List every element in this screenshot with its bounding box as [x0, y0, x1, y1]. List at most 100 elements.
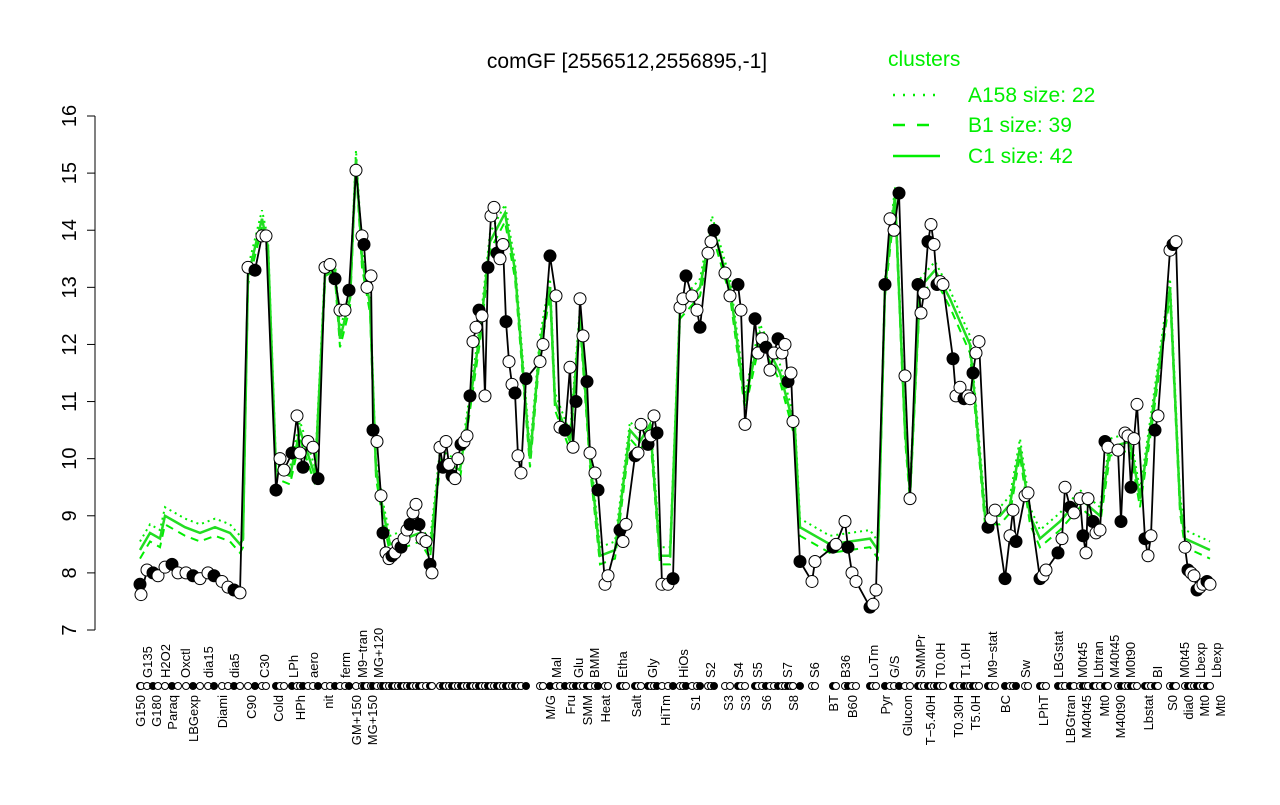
axis-rug-point: [280, 682, 288, 690]
x-tick-label-bottom: LBGexp: [186, 695, 201, 742]
x-tick-label-bottom: Mt0: [1197, 695, 1212, 717]
data-point: [357, 238, 371, 251]
data-point: [1079, 546, 1093, 560]
axis-rug-point: [262, 682, 270, 690]
y-tick-label: 12: [59, 333, 81, 355]
data-point: [533, 355, 547, 369]
data-point: [731, 277, 745, 291]
x-tick-label-top: HiOs: [676, 649, 691, 678]
data-point: [838, 514, 852, 528]
data-point: [619, 517, 633, 531]
x-tick-label-top: Lbexp: [1209, 643, 1224, 678]
y-tick-label: 10: [59, 448, 81, 470]
data-point: [786, 415, 800, 429]
x-tick-label-top: Gly: [645, 658, 660, 678]
data-point: [460, 429, 474, 443]
data-point: [616, 534, 630, 548]
data-point: [248, 263, 262, 277]
x-tick-label-bottom: S0: [1165, 695, 1180, 711]
data-point: [693, 320, 707, 334]
data-point: [1169, 235, 1183, 249]
x-tick-label-top: S4: [731, 662, 746, 678]
x-tick-label-bottom: Lbstat: [1141, 695, 1156, 731]
data-point: [917, 286, 931, 300]
x-tick-label-bottom: HiTm: [658, 695, 673, 726]
axis-rug-point: [637, 682, 645, 690]
data-point: [475, 309, 489, 323]
data-point: [591, 483, 605, 497]
x-tick-label-top: C30: [257, 654, 272, 678]
x-tick-label-bottom: BC: [998, 695, 1013, 713]
data-point: [601, 569, 615, 583]
x-tick-label-top: Lbexp: [1193, 643, 1208, 678]
data-point: [647, 409, 661, 423]
series-group: [133, 163, 1217, 690]
y-tick-label: 14: [59, 219, 81, 241]
y-tick-label: 13: [59, 276, 81, 298]
data-point: [988, 503, 1002, 517]
x-tick-label-bottom: Heat: [598, 695, 613, 723]
data-point: [1144, 529, 1158, 543]
data-point: [514, 466, 528, 480]
data-point: [1127, 432, 1141, 446]
data-point: [323, 257, 337, 271]
data-point: [493, 252, 507, 266]
x-tick-label-top: aero: [306, 652, 321, 678]
data-point: [666, 572, 680, 586]
axis-rug-point: [345, 682, 353, 690]
data-point: [631, 446, 645, 460]
data-point: [536, 337, 550, 351]
legend-label-c1: C1 size: 42: [968, 145, 1073, 168]
axis-rug-point: [594, 682, 602, 690]
x-tick-label-top: S2: [703, 662, 718, 678]
data-point: [134, 588, 148, 602]
legend-label-b1: B1 size: 39: [968, 114, 1072, 137]
axis-rug-point: [182, 682, 190, 690]
data-point: [306, 440, 320, 454]
x-tick-label-bottom: nit: [321, 695, 336, 709]
data-point: [1111, 443, 1125, 457]
axis-rug-point: [939, 682, 947, 690]
axis-rug-point: [428, 682, 436, 690]
data-point: [679, 269, 693, 283]
data-point: [580, 375, 594, 389]
data-point: [998, 572, 1012, 586]
x-tick-label-bottom: Mt0: [1097, 695, 1112, 717]
chart-title: comGF [2556512,2556895,-1]: [487, 50, 767, 73]
axis-rug-point: [975, 682, 983, 690]
data-point: [277, 463, 291, 477]
axis-rug-point: [696, 682, 704, 690]
data-point: [588, 466, 602, 480]
data-point: [360, 280, 374, 294]
data-point: [849, 574, 863, 588]
axis-rug-point: [872, 682, 880, 690]
x-tick-label-top: Etha: [615, 650, 630, 678]
x-tick-label-bottom: Fru: [563, 695, 578, 715]
x-tick-label-bottom: MG+150: [365, 695, 380, 745]
axis-rug-point: [741, 682, 749, 690]
data-point: [946, 352, 960, 366]
x-tick-label-bottom: Mt0: [1213, 695, 1228, 717]
x-tick-label-top: MG+120: [371, 628, 386, 678]
data-point: [690, 303, 704, 317]
data-point: [419, 534, 433, 548]
data-point: [808, 554, 822, 568]
axis-rug-point: [832, 682, 840, 690]
data-point: [425, 566, 439, 580]
data-point: [469, 320, 483, 334]
data-point: [151, 569, 165, 583]
data-point: [953, 380, 967, 394]
data-point: [439, 435, 453, 449]
axis-rug-point: [1024, 682, 1032, 690]
data-point: [707, 223, 721, 237]
x-tick-label-top: BI: [1150, 666, 1165, 678]
data-point: [508, 386, 522, 400]
data-point: [704, 235, 718, 249]
data-point: [549, 289, 563, 303]
x-tick-label-top: S6: [807, 662, 822, 678]
axis-rug-point: [1172, 682, 1180, 690]
data-point: [1130, 397, 1144, 411]
data-point: [1178, 540, 1192, 554]
data-point: [805, 574, 819, 588]
x-tick-label-bottom: G180: [149, 695, 164, 727]
